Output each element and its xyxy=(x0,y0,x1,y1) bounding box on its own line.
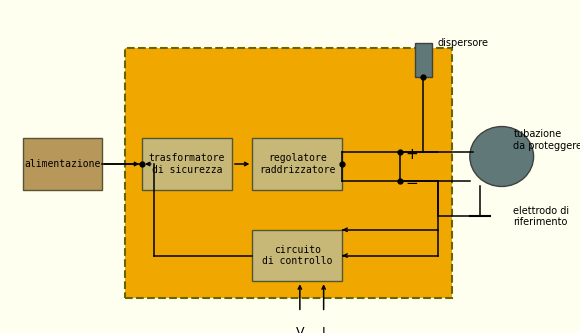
Bar xyxy=(125,48,452,298)
Text: trasformatore
di sicurezza: trasformatore di sicurezza xyxy=(149,153,225,175)
Text: +: + xyxy=(405,147,418,163)
Text: circuito
di controllo: circuito di controllo xyxy=(262,245,332,266)
Bar xyxy=(252,138,342,190)
Bar xyxy=(415,43,432,77)
Text: elettrodo di
riferimento: elettrodo di riferimento xyxy=(513,206,570,227)
Bar xyxy=(142,138,232,190)
Text: tubazione
da proteggere: tubazione da proteggere xyxy=(513,129,580,151)
Bar xyxy=(252,230,342,281)
Text: I: I xyxy=(322,326,325,333)
Text: −: − xyxy=(405,175,418,191)
Text: alimentazione: alimentazione xyxy=(24,159,100,169)
Bar xyxy=(23,138,101,190)
Text: V: V xyxy=(296,326,304,333)
Ellipse shape xyxy=(470,127,534,186)
Text: dispersore: dispersore xyxy=(438,38,489,48)
Text: regolatore
raddrizzatore: regolatore raddrizzatore xyxy=(259,153,335,175)
